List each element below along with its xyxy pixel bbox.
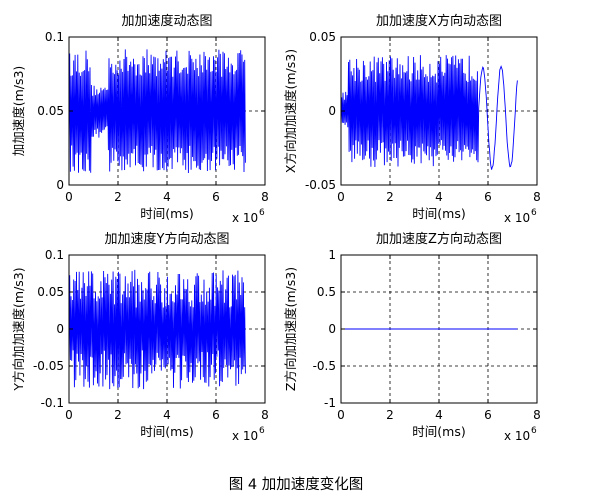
x-tick-label: 6 [484, 408, 492, 422]
x-tick-label: 4 [435, 190, 443, 204]
y-tick-label: -1 [324, 396, 336, 410]
y-tick-label: 0.05 [37, 285, 64, 299]
x-axis-label: 时间(ms) [412, 424, 465, 439]
x-tick-label: 6 [212, 408, 220, 422]
x-exponent-base: x 10 [504, 429, 530, 443]
y-tick-label: 0 [56, 178, 64, 192]
x-tick-label: 8 [533, 408, 541, 422]
x-tick-label: 0 [337, 408, 345, 422]
y-tick-label: -0.05 [33, 359, 64, 373]
x-tick-label: 4 [163, 190, 171, 204]
x-tick-label: 0 [65, 190, 73, 204]
y-tick-label: 0.05 [309, 30, 336, 44]
y-tick-label: -0.05 [305, 178, 336, 192]
x-exponent-base: x 10 [232, 429, 258, 443]
x-axis-label: 时间(ms) [140, 424, 193, 439]
y-tick-label: -0.1 [41, 396, 64, 410]
y-tick-label: 0 [56, 322, 64, 336]
x-tick-label: 4 [163, 408, 171, 422]
x-tick-label: 8 [261, 408, 269, 422]
x-exponent-base: x 10 [504, 211, 530, 225]
x-tick-label: 6 [212, 190, 220, 204]
y-axis-label: Y方向加加速度(m/s3) [11, 267, 26, 391]
chart-title: 加加速度Y方向动态图 [105, 231, 230, 247]
series-line [68, 269, 246, 390]
x-exponent-power: 6 [531, 426, 537, 436]
y-tick-label: 0 [328, 322, 336, 336]
subplot-2: 0 2 4 6 8-0.0500.05加加速度X方向动态图时间(ms)X方向加加速度(m… [283, 13, 541, 225]
x-tick-label: 2 [386, 190, 394, 204]
y-tick-label: 0.05 [37, 104, 64, 118]
y-tick-label: -0.5 [313, 359, 336, 373]
y-tick-label: 0.5 [317, 285, 336, 299]
x-tick-label: 8 [533, 190, 541, 204]
x-exponent-power: 6 [259, 208, 265, 218]
y-tick-label: 0.1 [45, 30, 64, 44]
y-tick-label: 1 [328, 248, 336, 262]
figure-caption: 图 4 加加速度变化图 [229, 476, 363, 493]
series-line [340, 55, 518, 170]
y-tick-label: 0 [328, 104, 336, 118]
chart-title: 加加速度动态图 [121, 13, 212, 29]
x-tick-label: 6 [484, 190, 492, 204]
x-tick-label: 4 [435, 408, 443, 422]
x-axis-label: 时间(ms) [140, 206, 193, 221]
chart-title: 加加速度Z方向动态图 [376, 231, 502, 247]
x-tick-label: 2 [114, 190, 122, 204]
chart-title: 加加速度X方向动态图 [376, 13, 502, 29]
y-axis-label: 加加速度(m/s3) [11, 66, 26, 157]
x-tick-label: 0 [337, 190, 345, 204]
y-tick-label: 0.1 [45, 248, 64, 262]
x-exponent-power: 6 [259, 426, 265, 436]
x-tick-label: 0 [65, 408, 73, 422]
x-exponent-base: x 10 [232, 211, 258, 225]
series-line [68, 49, 246, 174]
y-axis-label: X方向加加速度(m/s3) [283, 49, 298, 173]
x-exponent-power: 6 [531, 208, 537, 218]
x-tick-label: 2 [386, 408, 394, 422]
x-tick-label: 8 [261, 190, 269, 204]
y-axis-label: Z方向加加速度(m/s3) [283, 267, 298, 391]
x-axis-label: 时间(ms) [412, 206, 465, 221]
x-tick-label: 2 [114, 408, 122, 422]
